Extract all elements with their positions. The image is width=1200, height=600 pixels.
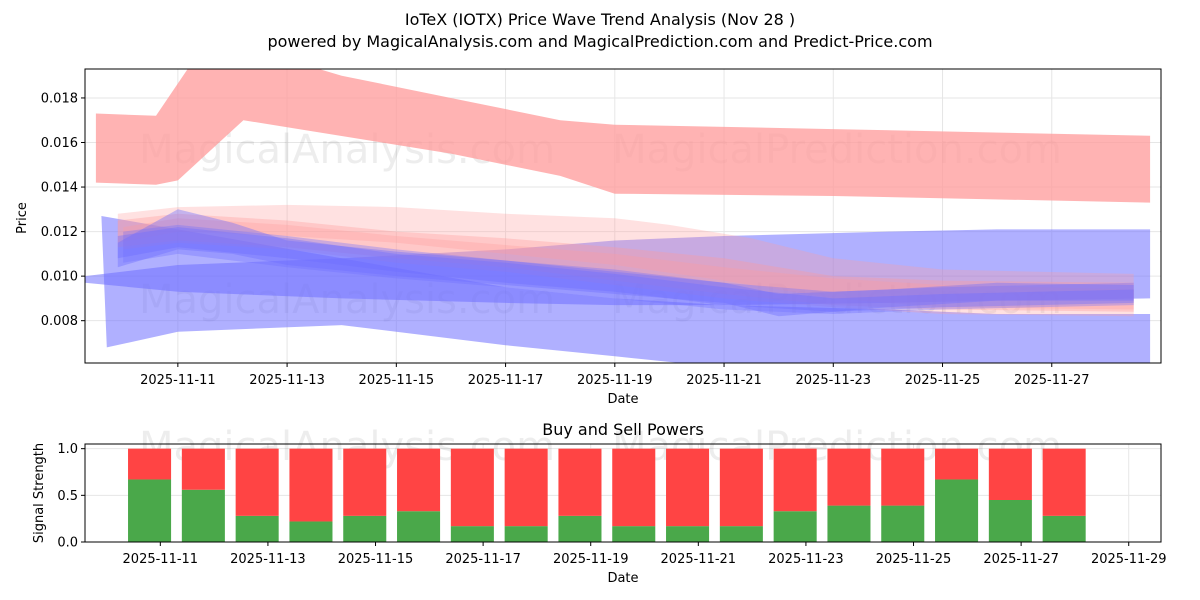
buy-bar-2025-11-25 bbox=[881, 505, 925, 542]
buy-bar-2025-11-12 bbox=[181, 489, 225, 542]
price-x-tick-label-5: 2025-11-21 bbox=[686, 373, 762, 388]
buy-sell-y-label: Signal Strength bbox=[32, 443, 47, 543]
sell-bar-2025-11-13 bbox=[235, 448, 279, 516]
buy-bar-2025-11-11 bbox=[128, 479, 172, 542]
pink-wave-3 bbox=[123, 218, 1134, 317]
pink-wave-1 bbox=[117, 204, 1134, 310]
buy-sell-y-tick-label-0: 0.0 bbox=[57, 536, 78, 551]
buy-bar-2025-11-27 bbox=[988, 500, 1032, 542]
price-x-tick-label-6: 2025-11-23 bbox=[796, 373, 872, 388]
price-wave-plot: MagicalAnalysis.com MagicalPrediction.co… bbox=[15, 68, 1162, 407]
sell-bar-2025-11-28 bbox=[1042, 448, 1086, 516]
buy-sell-x-tick-label-3: 2025-11-17 bbox=[445, 552, 521, 567]
buy-sell-title: Buy and Sell Powers bbox=[542, 420, 704, 439]
blue-wave-1 bbox=[117, 209, 1134, 317]
price-bands bbox=[85, 69, 1151, 363]
sell-bar-2025-11-12 bbox=[181, 448, 225, 490]
buy-bar-2025-11-20 bbox=[612, 526, 656, 542]
price-y-tick-label-1: 0.010 bbox=[41, 270, 78, 285]
buy-bar-2025-11-28 bbox=[1042, 515, 1086, 542]
sell-bar-2025-11-19 bbox=[558, 448, 602, 516]
buy-sell-y-tick-label-1: 0.5 bbox=[57, 489, 78, 504]
blue-wave-3 bbox=[123, 224, 1134, 314]
sell-bar-2025-11-17 bbox=[450, 448, 494, 527]
price-x-label: Date bbox=[607, 392, 638, 407]
buy-bar-2025-11-24 bbox=[827, 505, 871, 542]
buy-sell-x-tick-label-9: 2025-11-29 bbox=[1091, 552, 1167, 567]
buy-sell-x-tick-label-8: 2025-11-27 bbox=[983, 552, 1059, 567]
price-plot-frame bbox=[84, 68, 1162, 364]
buy-bar-2025-11-19 bbox=[558, 515, 602, 542]
buy-sell-x-tick-label-0: 2025-11-11 bbox=[123, 552, 199, 567]
sell-bar-2025-11-11 bbox=[128, 448, 172, 480]
sell-bar-2025-11-23 bbox=[773, 448, 817, 512]
price-x-tick-label-8: 2025-11-27 bbox=[1014, 373, 1090, 388]
buy-sell-x-tick-label-2: 2025-11-15 bbox=[338, 552, 414, 567]
sell-bar-2025-11-21 bbox=[666, 448, 710, 527]
buy-bar-2025-11-15 bbox=[343, 515, 387, 542]
sell-bar-2025-11-26 bbox=[935, 448, 979, 480]
price-x-tick-label-0: 2025-11-11 bbox=[140, 373, 216, 388]
price-y-tick-label-2: 0.012 bbox=[41, 225, 78, 240]
buy-sell-x-ticks: 2025-11-11 2025-11-13 2025-11-15 2025-11-17… bbox=[123, 542, 1167, 567]
price-x-tick-label-3: 2025-11-17 bbox=[468, 373, 544, 388]
buy-bar-2025-11-16 bbox=[397, 511, 441, 542]
price-y-tick-label-3: 0.014 bbox=[41, 181, 78, 196]
price-y-tick-label-5: 0.018 bbox=[41, 91, 78, 106]
sell-bar-2025-11-16 bbox=[397, 448, 441, 512]
red-band-main bbox=[95, 69, 1151, 203]
buy-bar-2025-11-23 bbox=[773, 511, 817, 542]
pink-wave-2 bbox=[117, 213, 1134, 312]
price-x-tick-label-2: 2025-11-15 bbox=[359, 373, 435, 388]
buy-sell-bars bbox=[128, 448, 1086, 542]
buy-sell-y-tick-label-2: 1.0 bbox=[57, 442, 78, 457]
sell-bar-2025-11-20 bbox=[612, 448, 656, 527]
buy-bar-2025-11-13 bbox=[235, 515, 279, 542]
buy-sell-plot: Buy and Sell Powers MagicalAnalysis.com … bbox=[32, 420, 1167, 586]
sell-bar-2025-11-22 bbox=[719, 448, 763, 527]
price-y-ticks: 0.008 0.010 0.012 0.014 0.016 0.018 bbox=[41, 91, 85, 329]
price-y-tick-label-0: 0.008 bbox=[41, 314, 78, 329]
title-line1: IoTeX (IOTX) Price Wave Trend Analysis (… bbox=[405, 10, 795, 29]
sell-bar-2025-11-27 bbox=[988, 448, 1032, 500]
buy-sell-plot-frame bbox=[84, 443, 1162, 543]
buy-bar-2025-11-17 bbox=[450, 526, 494, 542]
buy-sell-x-label: Date bbox=[607, 571, 638, 586]
buy-bar-2025-11-22 bbox=[719, 526, 763, 542]
blue-wave-2 bbox=[117, 227, 1134, 312]
title-line2: powered by MagicalAnalysis.com and Magic… bbox=[267, 32, 932, 51]
price-y-tick-label-4: 0.016 bbox=[41, 136, 78, 151]
buy-sell-x-tick-label-5: 2025-11-21 bbox=[661, 552, 737, 567]
price-x-tick-label-1: 2025-11-13 bbox=[249, 373, 325, 388]
price-x-tick-label-7: 2025-11-25 bbox=[905, 373, 981, 388]
buy-bar-2025-11-14 bbox=[289, 521, 333, 542]
buy-sell-y-ticks: 0.0 0.5 1.0 bbox=[57, 442, 85, 551]
buy-sell-x-tick-label-1: 2025-11-13 bbox=[230, 552, 306, 567]
sell-bar-2025-11-25 bbox=[881, 448, 925, 506]
buy-bar-2025-11-18 bbox=[504, 526, 548, 542]
sell-bar-2025-11-15 bbox=[343, 448, 387, 516]
buy-sell-x-tick-label-4: 2025-11-19 bbox=[553, 552, 629, 567]
price-y-label: Price bbox=[15, 202, 30, 234]
sell-bar-2025-11-24 bbox=[827, 448, 871, 506]
price-x-tick-label-4: 2025-11-19 bbox=[577, 373, 653, 388]
price-x-ticks: 2025-11-11 2025-11-13 2025-11-15 2025-11-17… bbox=[140, 363, 1090, 388]
buy-bar-2025-11-26 bbox=[935, 479, 979, 542]
blue-band-falling bbox=[101, 216, 1151, 363]
buy-sell-x-tick-label-6: 2025-11-23 bbox=[768, 552, 844, 567]
buy-sell-x-tick-label-7: 2025-11-25 bbox=[876, 552, 952, 567]
sell-bar-2025-11-14 bbox=[289, 448, 333, 522]
sell-bar-2025-11-18 bbox=[504, 448, 548, 527]
buy-bar-2025-11-21 bbox=[666, 526, 710, 542]
